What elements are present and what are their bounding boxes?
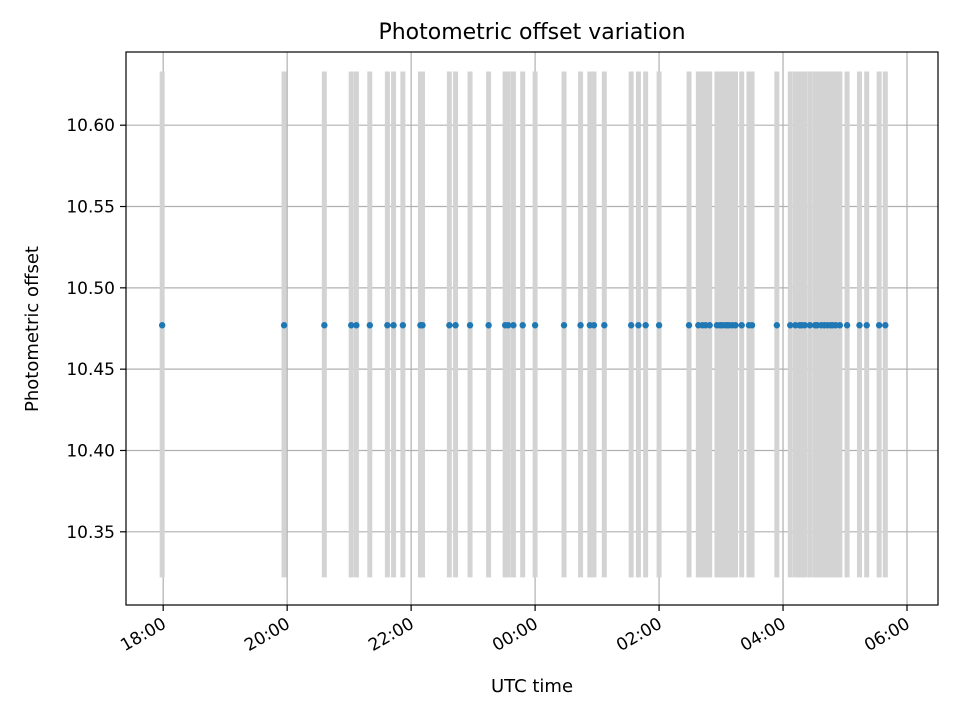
data-point: [321, 322, 328, 329]
data-point: [452, 322, 459, 329]
data-point: [801, 322, 808, 329]
data-point: [399, 322, 407, 329]
y-tick-label: 10.45: [66, 360, 115, 380]
data-point: [384, 322, 391, 329]
y-tick-label: 10.55: [66, 198, 115, 218]
data-point: [510, 322, 517, 329]
data-point: [655, 322, 663, 329]
data-point: [590, 322, 598, 329]
data-point: [875, 322, 883, 329]
data-point: [863, 322, 870, 329]
data-point: [856, 322, 863, 329]
y-tick-label: 10.40: [66, 441, 115, 461]
data-point: [843, 322, 851, 329]
data-point: [627, 322, 635, 329]
data-point: [560, 322, 568, 329]
data-point: [158, 322, 166, 329]
data-point: [348, 322, 355, 329]
y-tick-label: 10.60: [66, 116, 115, 136]
data-point: [706, 322, 713, 329]
data-point: [787, 322, 794, 329]
data-point: [642, 322, 649, 329]
x-tick-label: 06:00: [861, 614, 913, 656]
x-tick-label: 04:00: [737, 614, 789, 656]
data-point: [577, 322, 584, 329]
data-point: [635, 322, 642, 329]
x-tick-label: 02:00: [613, 614, 665, 656]
data-point: [446, 322, 453, 329]
x-tick-label: 18:00: [117, 614, 169, 656]
data-point: [280, 322, 288, 329]
data-point: [738, 322, 745, 329]
data-point: [485, 322, 492, 329]
y-tick-label: 10.35: [66, 523, 115, 543]
chart-title: Photometric offset variation: [378, 20, 685, 45]
data-point: [836, 322, 844, 329]
x-tick-label: 00:00: [489, 614, 541, 656]
y-tick-label: 10.50: [66, 279, 115, 299]
data-point: [419, 322, 426, 329]
data-point: [531, 322, 539, 329]
data-point: [806, 322, 814, 329]
y-axis-ticks: 10.35 10.40 10.45 10.50 10.55 10.60: [66, 116, 126, 543]
y-axis-label: Photometric offset: [22, 246, 43, 412]
data-point: [353, 322, 360, 329]
data-point: [773, 322, 781, 329]
x-tick-label: 22:00: [365, 614, 417, 656]
x-tick-label: 20:00: [241, 614, 293, 656]
data-point: [601, 322, 608, 329]
data-point: [366, 322, 374, 329]
data-point: [466, 322, 474, 329]
data-point: [748, 322, 756, 329]
data-points: [158, 322, 889, 329]
data-point: [519, 322, 526, 329]
data-point: [882, 322, 889, 329]
data-point: [505, 322, 512, 329]
plot-frame: [125, 51, 939, 606]
data-point: [390, 322, 397, 329]
data-point: [732, 322, 739, 329]
data-point: [685, 322, 693, 329]
x-axis-label: UTC time: [491, 676, 573, 697]
x-axis-ticks: 18:00 20:00 22:00 00:00 02:00 04:00 06:00: [117, 605, 914, 656]
